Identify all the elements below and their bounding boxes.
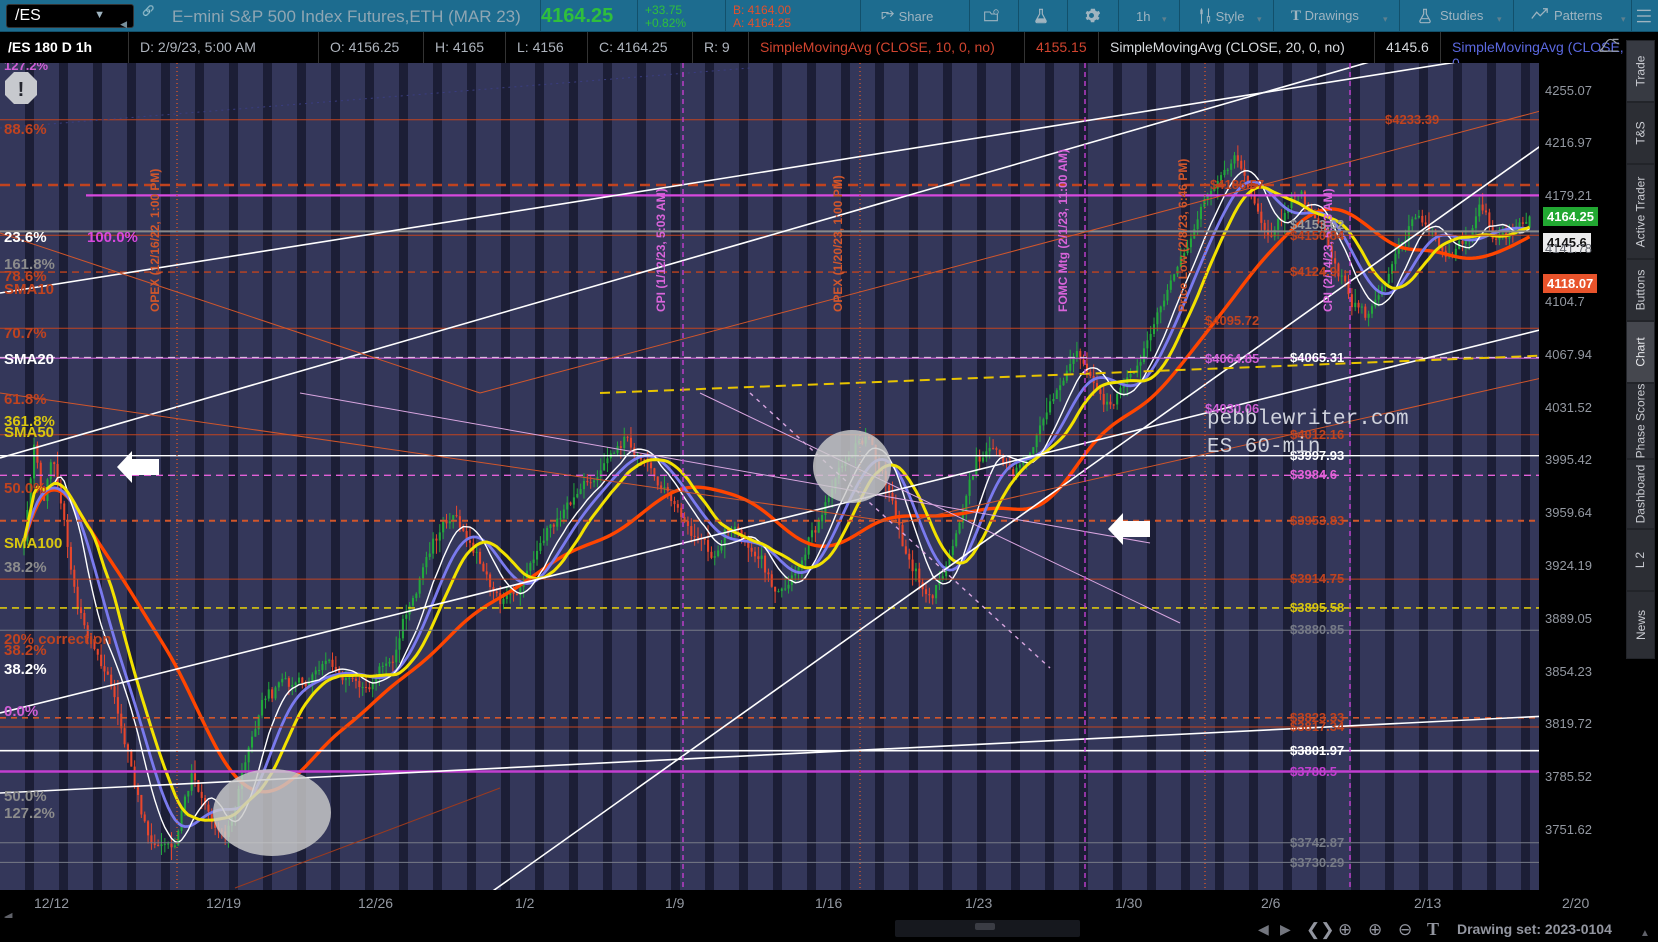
svg-text:!: ! — [18, 79, 25, 101]
